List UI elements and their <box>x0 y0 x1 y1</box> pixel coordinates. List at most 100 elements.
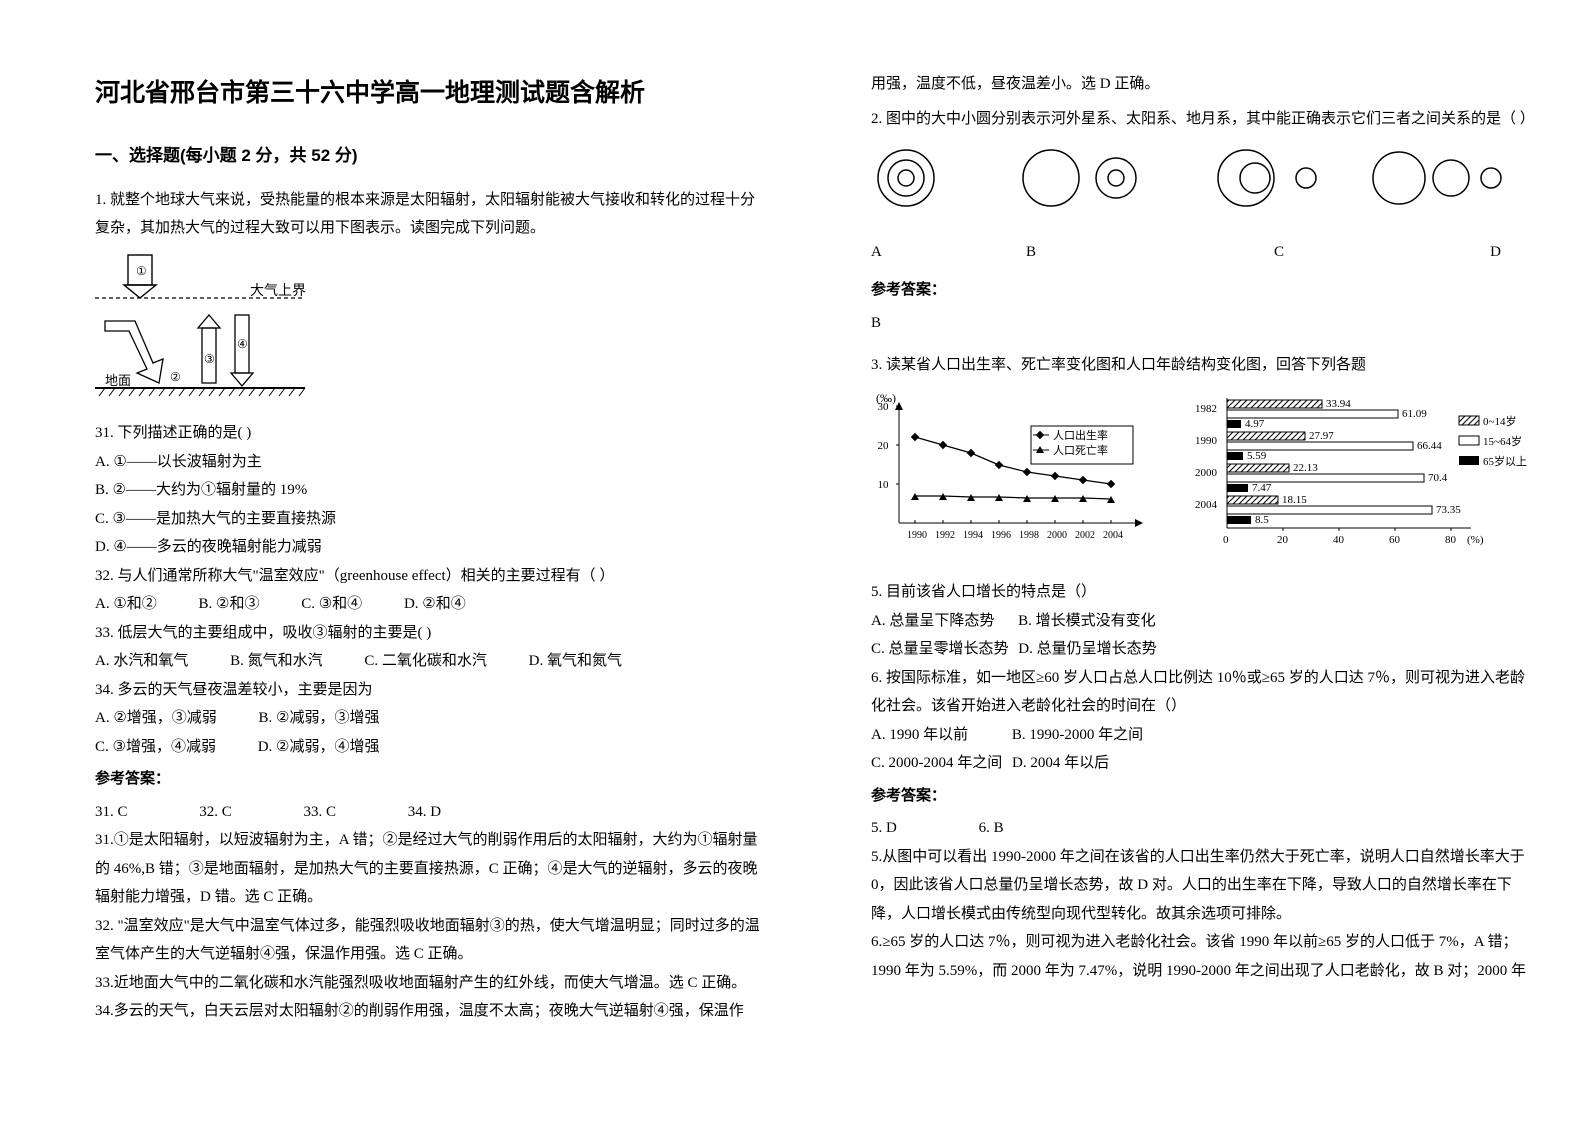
q1-32-opt-d: D. ②和④ <box>404 590 466 619</box>
q1-expl-33: 33.近地面大气中的二氧化碳和水汽能强烈吸收地面辐射产生的红外线，而使大气增温。… <box>95 969 761 998</box>
svg-text:70.4: 70.4 <box>1428 472 1448 484</box>
svg-text:27.97: 27.97 <box>1309 430 1334 442</box>
svg-text:1982: 1982 <box>1195 403 1217 415</box>
q3-5-opt-a: A. 总量呈下降态势 <box>871 607 994 636</box>
diagram-label-bottom: 地面 <box>105 373 131 388</box>
q1-answers: 31. C 32. C 33. C 34. D <box>95 798 761 827</box>
q2-opt-b-fig <box>1023 150 1136 206</box>
q3-answers: 5. D 6. B <box>871 814 1537 843</box>
q3-6-opt-b: B. 1990-2000 年之间 <box>1012 727 1143 743</box>
q1-31-stem: 31. 下列描述正确的是( ) <box>95 419 761 448</box>
q2-label-a: A <box>871 238 943 267</box>
svg-text:2004: 2004 <box>1103 530 1123 541</box>
q3-answers-label: 参考答案： <box>871 782 1537 811</box>
q3-6-opts-row1: A. 1990 年以前 B. 1990-2000 年之间 <box>871 721 1537 750</box>
arrow-1: ① <box>124 255 156 298</box>
q3-ans-6: 6. B <box>979 814 1004 843</box>
svg-text:33.94: 33.94 <box>1326 398 1351 410</box>
q2-labels: A B C D <box>871 238 1511 267</box>
q3-6-opt-c: C. 2000-2004 年之间 <box>871 749 1002 778</box>
q2-opt-c-fig <box>1218 150 1316 206</box>
q1-expl-34-part1: 34.多云的天气，白天云层对太阳辐射②的削弱作用强，温度不太高；夜晚大气逆辐射④… <box>95 997 761 1026</box>
svg-text:65岁以上: 65岁以上 <box>1483 454 1527 468</box>
svg-text:1994: 1994 <box>963 530 983 541</box>
svg-text:1992: 1992 <box>935 530 955 541</box>
arrow-4: ④ <box>231 315 253 386</box>
q3-6-opts-row2: C. 2000-2004 年之间 D. 2004 年以后 <box>871 749 1537 778</box>
q1-33-opt-c: C. 二氧化碳和水汽 <box>364 647 487 676</box>
svg-text:2002: 2002 <box>1075 530 1095 541</box>
q1-32-opt-c: C. ③和④ <box>301 590 362 619</box>
q1-34-opt-a: A. ②增强，③减弱 <box>95 704 217 733</box>
q1-stem: 1. 就整个地球大气来说，受热能量的根本来源是太阳辐射，太阳辐射能被大气接收和转… <box>95 186 761 243</box>
svg-text:1996: 1996 <box>991 530 1011 541</box>
arrow-3: ③ <box>198 315 220 383</box>
q1-34-opt-b: B. ②减弱，③增强 <box>259 704 380 733</box>
diagram-label-top: 大气上界 <box>250 283 306 299</box>
svg-text:66.44: 66.44 <box>1417 440 1442 452</box>
q1-34-opt-c: C. ③增强，④减弱 <box>95 733 216 762</box>
svg-text:40: 40 <box>1333 534 1345 546</box>
q2-opt-d-fig <box>1373 152 1501 204</box>
q3-stem: 3. 读某省人口出生率、死亡率变化图和人口年龄结构变化图，回答下列各题 <box>871 351 1537 380</box>
q1-31-opt-c: C. ③——是加热大气的主要直接热源 <box>95 505 761 534</box>
q2-label-b: B <box>943 238 1159 267</box>
q1-expl-31: 31.①是太阳辐射，以短波辐射为主，A 错；②是经过大气的削弱作用后的太阳辐射，… <box>95 826 761 912</box>
q1-32-opt-b: B. ②和③ <box>199 590 260 619</box>
q1-34-opts-row2: C. ③增强，④减弱 D. ②减弱，④增强 <box>95 733 761 762</box>
column-right: 用强，温度不低，昼夜温差小。选 D 正确。 2. 图中的大中小圆分别表示河外星系… <box>871 70 1537 1082</box>
q2-diagram <box>871 143 1511 213</box>
svg-text:(%): (%) <box>1467 534 1484 546</box>
section-1-heading: 一、选择题(每小题 2 分，共 52 分) <box>95 140 761 172</box>
svg-text:人口死亡率: 人口死亡率 <box>1053 443 1108 457</box>
svg-text:20: 20 <box>1277 534 1289 546</box>
svg-text:②: ② <box>170 370 181 384</box>
q1-answers-label: 参考答案： <box>95 765 761 794</box>
svg-text:15~64岁: 15~64岁 <box>1483 434 1522 448</box>
svg-text:1990: 1990 <box>907 530 927 541</box>
page: 河北省邢台市第三十六中学高一地理测试题含解析 一、选择题(每小题 2 分，共 5… <box>0 0 1587 1122</box>
q1-33-opt-d: D. 氧气和氮气 <box>529 647 622 676</box>
svg-text:4.97: 4.97 <box>1245 418 1265 430</box>
q1-34-opts-row1: A. ②增强，③减弱 B. ②减弱，③增强 <box>95 704 761 733</box>
svg-text:22.13: 22.13 <box>1293 462 1318 474</box>
q1-32-opt-a: A. ①和② <box>95 590 157 619</box>
svg-text:73.35: 73.35 <box>1436 504 1461 516</box>
svg-text:③: ③ <box>204 352 215 366</box>
q1-ans-31: 31. C <box>95 798 128 827</box>
svg-text:80: 80 <box>1445 534 1457 546</box>
svg-text:1990: 1990 <box>1195 435 1218 447</box>
q3-5-opts-row2: C. 总量呈零增长态势 D. 总量仍呈增长态势 <box>871 635 1537 664</box>
q1-expl-32: 32. "温室效应"是大气中温室气体过多，能强烈吸收地面辐射③的热，使大气增温明… <box>95 912 761 969</box>
q3-5-opt-c: C. 总量呈零增长态势 <box>871 635 1009 664</box>
svg-text:2000: 2000 <box>1195 467 1218 479</box>
svg-text:18.15: 18.15 <box>1282 494 1307 506</box>
svg-text:1998: 1998 <box>1019 530 1039 541</box>
q3-bar-chart: 02040 6080(%) 0~14岁 15~64岁 65岁以 <box>1195 398 1527 546</box>
svg-text:0~14岁: 0~14岁 <box>1483 414 1516 428</box>
svg-text:8.5: 8.5 <box>1255 514 1269 526</box>
q1-ans-32: 32. C <box>199 798 232 827</box>
q3-5-opt-b: B. 增长模式没有变化 <box>1018 613 1156 629</box>
q3-6-opt-d: D. 2004 年以后 <box>1012 755 1109 771</box>
q3-5-opts-row1: A. 总量呈下降态势 B. 增长模式没有变化 <box>871 607 1537 636</box>
q1-31-opt-b: B. ②——大约为①辐射量的 19% <box>95 476 761 505</box>
q1-31-opt-a: A. ①——以长波辐射为主 <box>95 448 761 477</box>
q1-31-opt-d: D. ④——多云的夜晚辐射能力减弱 <box>95 533 761 562</box>
q3-6-stem: 6. 按国际标准，如一地区≥60 岁人口占总人口比例达 10％或≥65 岁的人口… <box>871 664 1537 721</box>
q1-diagram: 大气上界 地面 ① <box>95 253 355 403</box>
q2-answer: B <box>871 309 1537 338</box>
q2-label-d: D <box>1359 238 1511 267</box>
q3-5-stem: 5. 目前该省人口增长的特点是（） <box>871 578 1537 607</box>
svg-text:7.47: 7.47 <box>1252 482 1272 494</box>
svg-text:④: ④ <box>237 337 248 351</box>
svg-text:2000: 2000 <box>1047 530 1067 541</box>
q1-32-stem: 32. 与人们通常所称大气"温室效应"（greenhouse effect）相关… <box>95 562 761 591</box>
svg-text:2004: 2004 <box>1195 499 1218 511</box>
q2-opt-a-fig <box>878 150 934 206</box>
q1-34-opt-d: D. ②减弱，④增强 <box>258 733 380 762</box>
q1-expl-34-part2: 用强，温度不低，昼夜温差小。选 D 正确。 <box>871 70 1537 99</box>
svg-text:①: ① <box>136 264 147 278</box>
svg-text:20: 20 <box>878 440 890 452</box>
q3-5-opt-d: D. 总量仍呈增长态势 <box>1018 641 1156 657</box>
